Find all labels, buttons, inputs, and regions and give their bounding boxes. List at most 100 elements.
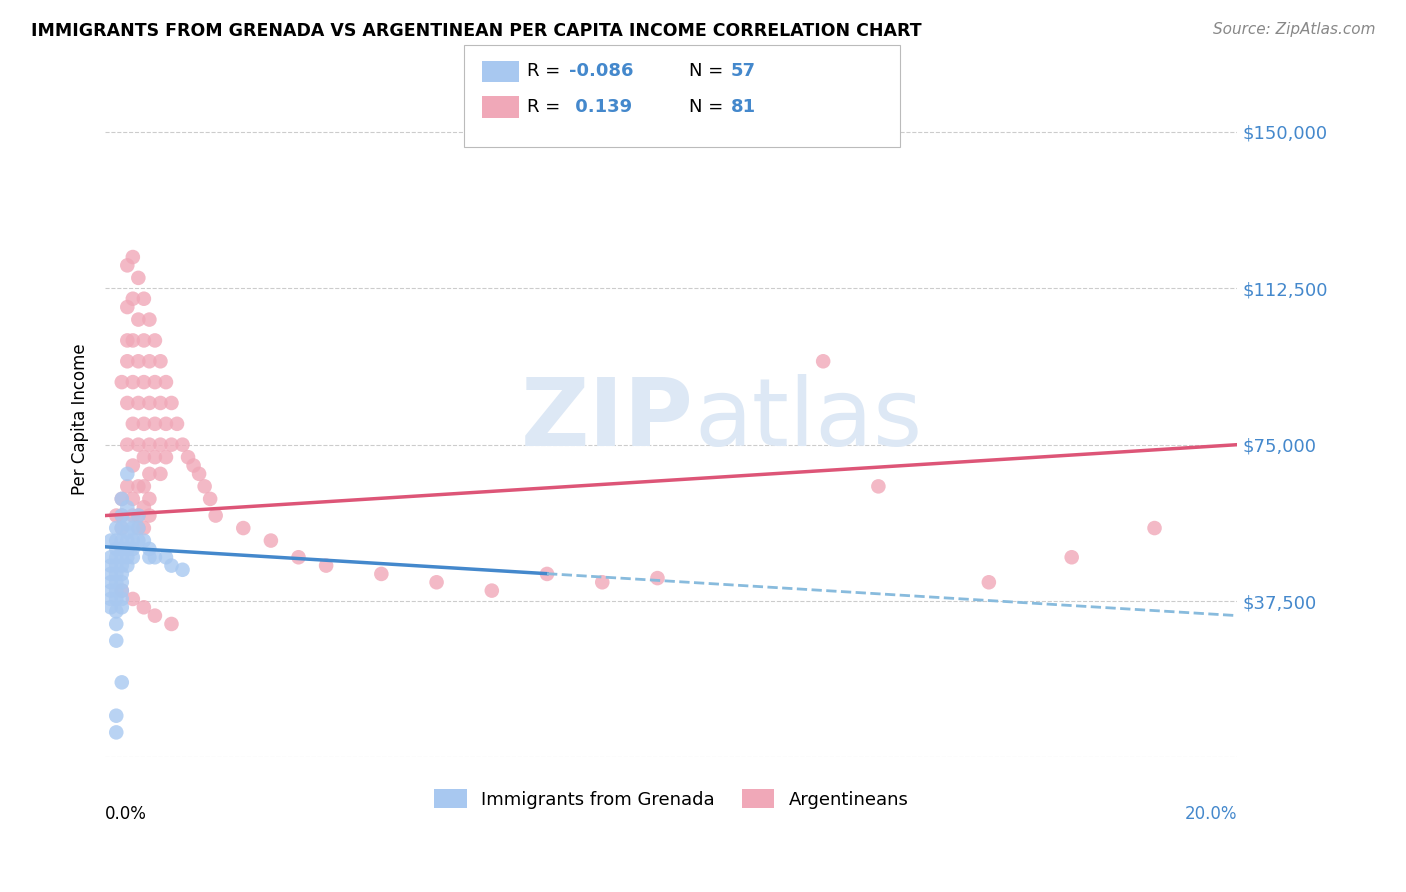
Point [127,533,149,548]
Text: IMMIGRANTS FROM GRENADA VS ARGENTINEAN PER CAPITA INCOME CORRELATION CHART: IMMIGRANTS FROM GRENADA VS ARGENTINEAN P… [31,22,921,40]
Point [105,583,128,598]
Point [117,258,139,272]
Point [811,354,834,368]
Text: R =: R = [527,98,567,116]
Point [155,450,177,465]
Point [111,558,134,573]
Point [155,550,177,565]
Point [117,500,139,515]
Point [111,508,134,523]
Point [172,563,194,577]
Point [132,600,155,615]
Point [198,491,221,506]
Point [183,458,205,473]
Point [105,617,128,632]
Point [117,467,139,481]
Point [143,417,166,431]
Point [160,558,183,573]
Point [177,450,200,465]
Point [117,438,139,452]
Point [127,354,149,368]
Point [121,591,143,606]
Point [117,334,139,348]
Point [121,508,143,523]
Point [143,375,166,389]
Point [100,591,122,606]
Point [132,500,155,515]
Point [232,521,254,535]
Point [160,438,183,452]
Point [143,334,166,348]
Point [105,566,128,581]
Point [121,521,143,535]
Point [121,334,143,348]
Point [132,417,155,431]
Point [204,508,226,523]
Point [105,591,128,606]
Point [121,417,143,431]
Point [111,550,134,565]
Point [188,467,211,481]
Point [105,708,128,723]
Point [132,375,155,389]
Point [100,575,122,590]
Point [105,533,128,548]
Point [160,396,183,410]
Point [117,550,139,565]
Point [127,312,149,326]
Point [1060,550,1083,565]
Point [105,508,128,523]
Legend: Immigrants from Grenada, Argentineans: Immigrants from Grenada, Argentineans [427,782,915,816]
Point [138,438,160,452]
Point [287,550,309,565]
Point [105,725,128,739]
Point [111,375,134,389]
Point [1143,521,1166,535]
Point [132,292,155,306]
Point [100,550,122,565]
Point [143,550,166,565]
Point [111,491,134,506]
Point [138,491,160,506]
Point [111,541,134,556]
Text: 57: 57 [731,62,756,80]
Point [121,458,143,473]
Point [105,541,128,556]
Point [111,521,134,535]
Point [100,558,122,573]
Point [138,541,160,556]
Point [160,617,183,632]
Point [132,521,155,535]
Point [138,354,160,368]
Point [105,558,128,573]
Point [977,575,1000,590]
Text: 20.0%: 20.0% [1185,805,1237,822]
Point [111,508,134,523]
Point [127,521,149,535]
Point [143,450,166,465]
Point [194,479,217,493]
Point [127,521,149,535]
Point [105,550,128,565]
Point [166,417,188,431]
Point [117,396,139,410]
Text: R =: R = [527,62,567,80]
Text: ZIP: ZIP [522,374,695,466]
Text: atlas: atlas [695,374,922,466]
Point [149,396,172,410]
Point [111,566,134,581]
Point [111,491,134,506]
Y-axis label: Per Capita Income: Per Capita Income [72,343,89,495]
Point [127,271,149,285]
Point [132,533,155,548]
Point [117,541,139,556]
Point [117,558,139,573]
Point [138,550,160,565]
Point [127,396,149,410]
Text: N =: N = [689,98,728,116]
Text: 0.139: 0.139 [569,98,633,116]
Text: Source: ZipAtlas.com: Source: ZipAtlas.com [1212,22,1375,37]
Point [260,533,283,548]
Point [121,491,143,506]
Point [117,533,139,548]
